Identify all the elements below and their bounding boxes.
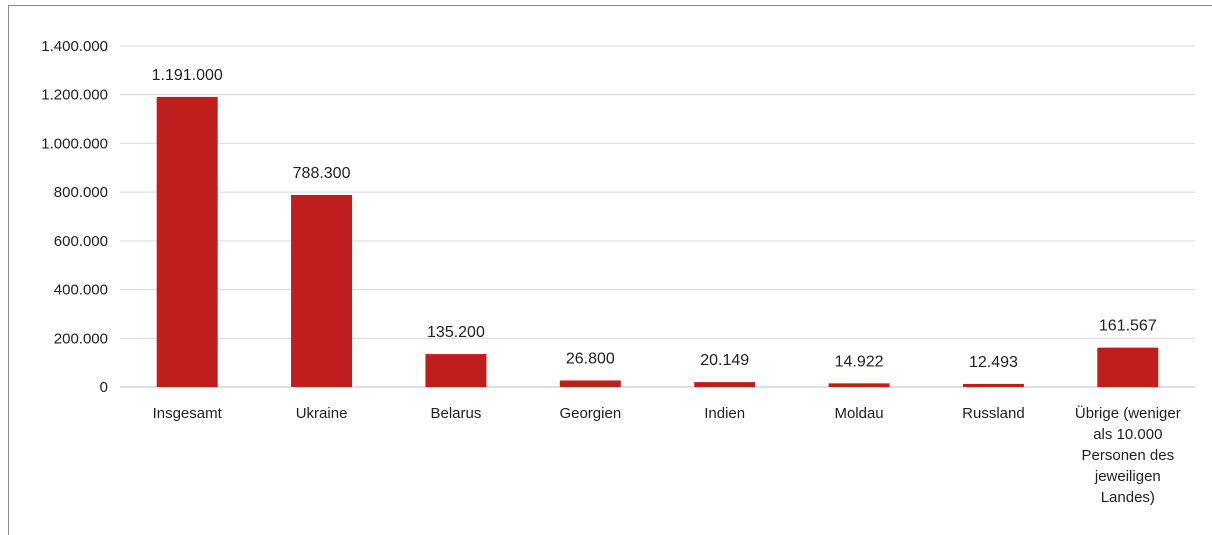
- bar: [1097, 347, 1159, 387]
- bar: [559, 380, 621, 387]
- bar: [962, 383, 1024, 387]
- y-tick-label: 1.000.000: [41, 135, 108, 152]
- category-label-line: Insgesamt: [153, 405, 223, 422]
- data-label: 161.567: [1099, 318, 1157, 335]
- frame-border-left: [8, 5, 9, 535]
- y-tick-label: 1.200.000: [41, 87, 108, 104]
- y-tick-label: 200.000: [54, 330, 108, 347]
- y-tick-label: 1.400.000: [41, 38, 108, 55]
- frame-border-top: [8, 5, 1212, 6]
- category-label: Übrige (weniger als 10.000 Personen des jew…: [1075, 404, 1181, 506]
- data-label: 26.800: [566, 350, 615, 367]
- bar: [828, 383, 890, 387]
- category-label: Moldau: [834, 405, 883, 422]
- y-tick-label: 400.000: [54, 282, 108, 299]
- y-tick-label: 800.000: [54, 184, 108, 201]
- bar: [694, 382, 756, 387]
- category-label-line: Landes): [1101, 489, 1155, 506]
- category-label-line: Belarus: [431, 405, 482, 422]
- data-label: 14.922: [835, 353, 884, 370]
- category-label-line: als 10.000: [1093, 426, 1162, 443]
- category-label-line: jeweiligen: [1094, 468, 1161, 485]
- y-tick-label: 600.000: [54, 233, 108, 250]
- data-label: 20.149: [700, 352, 749, 369]
- category-label-line: Übrige (weniger: [1075, 404, 1181, 422]
- y-tick-label: 0: [100, 379, 108, 396]
- category-label: Russland: [962, 405, 1025, 422]
- category-label-line: Ukraine: [296, 405, 348, 422]
- category-label-line: Moldau: [834, 405, 883, 422]
- category-label: Indien: [704, 405, 745, 422]
- bar: [425, 354, 487, 387]
- category-label: Belarus: [431, 405, 482, 422]
- category-label: Ukraine: [296, 405, 348, 422]
- category-label-line: Indien: [704, 405, 745, 422]
- category-label: Georgien: [559, 405, 621, 422]
- data-label: 135.200: [427, 324, 485, 341]
- data-label: 1.191.000: [152, 67, 223, 84]
- data-label: 788.300: [293, 165, 351, 182]
- category-label-line: Georgien: [559, 405, 621, 422]
- category-label-line: Personen des: [1082, 447, 1175, 464]
- data-label: 12.493: [969, 354, 1018, 371]
- category-label: Insgesamt: [153, 405, 223, 422]
- bar: [156, 96, 218, 387]
- category-label-line: Russland: [962, 405, 1025, 422]
- bar: [291, 194, 353, 387]
